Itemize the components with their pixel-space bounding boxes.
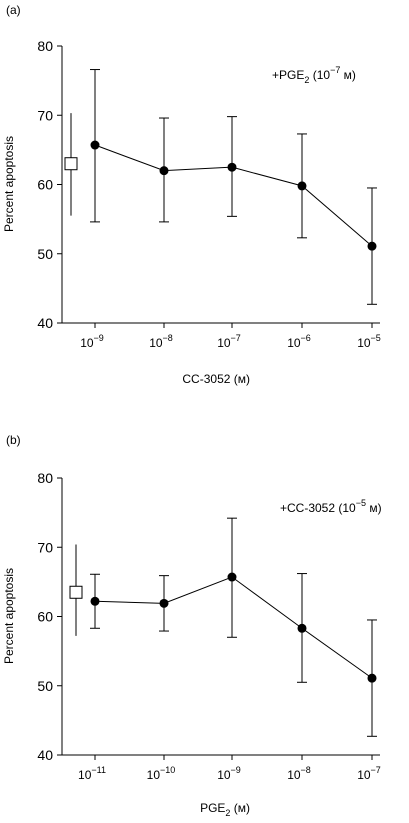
x-tick-exponent: −9 [231,765,241,775]
x-tick-base: 10 [217,768,231,782]
data-point [90,140,100,150]
x-tick-label: 10−8 [287,765,311,782]
data-point [367,241,377,251]
x-tick-label: 10−7 [357,765,381,782]
series-line [94,576,373,679]
x-tick-label: 10−9 [217,765,241,782]
x-axis-label-text: PGE [200,801,225,815]
y-tick-label: 40 [37,315,53,331]
x-tick-exponent: −11 [91,765,106,775]
x-tick-label: 10−8 [149,333,173,350]
y-axis-label: Percent apoptosis [2,568,16,664]
x-tick-base: 10 [357,336,371,350]
series-line [94,144,373,247]
data-point [159,166,169,176]
panel-label: (a) [6,3,21,17]
x-axis-label: PGE2 (м) [200,801,250,818]
x-tick-exponent: −6 [301,333,311,343]
annotation-suffix: м) [340,68,356,82]
data-point [227,572,237,582]
x-axis-label: CC-3052 (м) [182,372,250,386]
y-tick-label: 50 [37,678,53,694]
x-tick-base: 10 [78,768,92,782]
y-tick-label: 40 [37,747,53,763]
x-tick-base: 10 [287,768,301,782]
annotation-mid: (10 [335,501,356,515]
annotation-subscript: 2 [304,75,309,85]
x-tick-base: 10 [357,768,371,782]
annotation: +CC-3052 (10−5 м) [280,498,382,515]
y-tick-label: 50 [37,246,53,262]
control-marker [69,585,83,599]
x-tick-label: 10−10 [147,765,176,782]
x-tick-exponent: −5 [371,333,381,343]
data-point [297,181,307,191]
x-tick-label: 10−9 [80,333,104,350]
x-axis-label-text: CC-3052 (м) [182,372,250,386]
data-point [90,596,100,606]
data-point [227,162,237,172]
x-tick-base: 10 [147,768,161,782]
x-tick-exponent: −7 [231,333,241,343]
x-tick-exponent: −8 [163,333,173,343]
x-tick-label: 10−5 [357,333,381,350]
y-tick-label: 60 [37,177,53,193]
data-point [159,598,169,608]
y-tick-label: 80 [37,470,53,486]
data-point [297,623,307,633]
annotation-mid: (10 [309,68,330,82]
annotation-superscript: −5 [356,498,366,508]
y-tick-label: 80 [37,38,53,54]
x-tick-exponent: −9 [94,333,104,343]
x-tick-exponent: −7 [371,765,381,775]
x-axis-label-unit: (м) [230,801,250,815]
y-axis-label: Percent apoptosis [2,136,16,232]
x-tick-base: 10 [149,336,163,350]
y-tick-label: 70 [37,539,53,555]
annotation: +PGE2 (10−7 м) [272,65,356,85]
control-marker [64,157,78,171]
x-tick-label: 10−11 [78,765,106,782]
x-tick-exponent: −10 [160,765,175,775]
y-tick-label: 70 [37,107,53,123]
data-point [367,673,377,683]
annotation-superscript: −7 [330,65,340,75]
x-tick-exponent: −8 [301,765,311,775]
x-axis-label-subscript: 2 [225,808,230,818]
y-tick-label: 60 [37,609,53,625]
panel-label: (b) [6,433,21,447]
x-tick-label: 10−7 [217,333,241,350]
annotation-suffix: м) [366,501,382,515]
annotation-prefix: +CC-3052 [280,501,335,515]
x-tick-base: 10 [217,336,231,350]
x-tick-base: 10 [80,336,94,350]
x-tick-base: 10 [287,336,301,350]
x-tick-label: 10−6 [287,333,311,350]
annotation-prefix: +PGE [272,68,304,82]
